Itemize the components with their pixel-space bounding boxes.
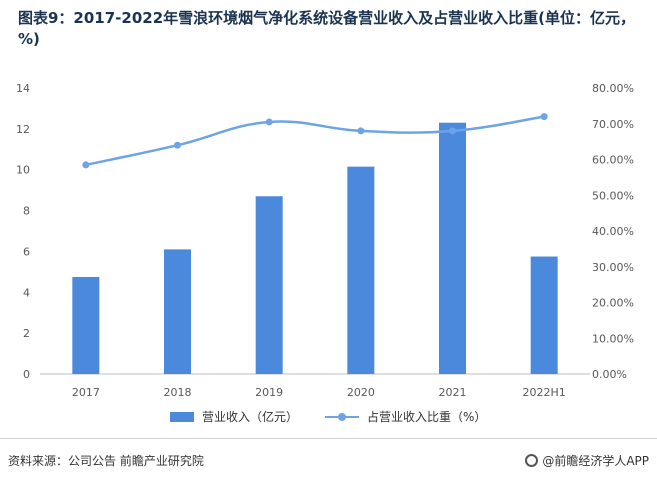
left-axis-ticks: 0 2 4 6 8 10 12 14	[16, 82, 30, 381]
combo-chart: 0 2 4 6 8 10 12 14 0.00% 10.00% 20.00% 30.00% 40.00…	[16, 82, 634, 399]
footer-divider	[0, 438, 657, 439]
brand-credit: @前瞻经济学人APP	[525, 452, 649, 469]
chart-title: 图表9：2017-2022年雪浪环境烟气净化系统设备营业收入及占营业收入比重(单…	[18, 9, 636, 48]
bar	[347, 166, 375, 374]
x-tick-label: 2019	[255, 386, 283, 399]
bar	[164, 249, 191, 374]
left-tick-label: 14	[16, 82, 30, 95]
left-tick-label: 12	[16, 123, 30, 136]
x-tick-label: 2020	[347, 386, 375, 399]
legend-item-revenue: 营业收入（亿元）	[170, 408, 298, 425]
right-tick-label: 80.00%	[592, 82, 634, 95]
x-tick-label: 2018	[164, 386, 192, 399]
line-point	[540, 113, 548, 121]
brand-logo-icon	[525, 454, 539, 467]
line-point	[82, 161, 90, 169]
legend-item-share: 占营业收入比重（%）	[325, 408, 486, 425]
bar-series	[72, 122, 558, 374]
right-tick-label: 40.00%	[592, 225, 634, 238]
right-axis-ticks: 0.00% 10.00% 20.00% 30.00% 40.00% 50.00% 60.00…	[592, 82, 634, 381]
x-tick-label: 2021	[439, 386, 467, 399]
bar	[530, 256, 558, 374]
left-tick-label: 6	[23, 245, 30, 258]
source-note: 资料来源：公司公告 前瞻产业研究院	[8, 454, 204, 468]
right-tick-label: 20.00%	[592, 297, 634, 310]
left-tick-label: 2	[23, 327, 30, 340]
right-tick-label: 10.00%	[592, 332, 634, 345]
line-path	[85, 115, 545, 167]
line-series	[82, 113, 548, 169]
right-tick-label: 30.00%	[592, 261, 634, 274]
line-point	[265, 118, 273, 126]
right-tick-label: 0.00%	[592, 368, 627, 381]
line-point	[174, 141, 181, 149]
bar	[255, 196, 283, 374]
legend-bar-swatch	[170, 411, 194, 422]
right-tick-label: 50.00%	[592, 189, 634, 202]
brand-text: @前瞻经济学人APP	[542, 454, 649, 468]
line-point	[449, 127, 456, 135]
right-tick-label: 70.00%	[592, 118, 634, 131]
right-tick-label: 60.00%	[592, 154, 634, 167]
bar	[439, 122, 466, 374]
legend: 营业收入（亿元） 占营业收入比重（%）	[0, 408, 657, 430]
left-tick-label: 10	[16, 164, 30, 177]
left-tick-label: 0	[23, 368, 30, 381]
legend-line-swatch	[325, 412, 359, 422]
left-tick-label: 8	[23, 205, 30, 218]
x-axis-ticks: 2017 2018 2019 2020 2021 2022H1	[72, 386, 566, 399]
x-tick-label: 2017	[72, 386, 100, 399]
x-tick-label: 2022H1	[523, 386, 566, 399]
line-point	[357, 127, 365, 135]
legend-label-share: 占营业收入比重（%）	[367, 410, 487, 424]
legend-label-revenue: 营业收入（亿元）	[202, 410, 299, 424]
bar	[72, 276, 100, 374]
left-tick-label: 4	[23, 286, 30, 299]
